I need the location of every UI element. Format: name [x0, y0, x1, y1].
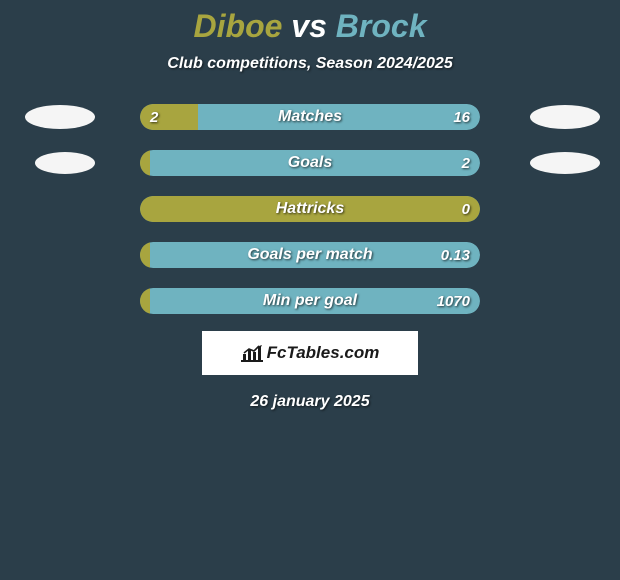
- oval-placeholder-right: [530, 152, 600, 174]
- date-text: 26 january 2025: [0, 393, 620, 411]
- stat-row: Min per goal1070: [0, 285, 620, 317]
- watermark-box: FcTables.com: [202, 331, 418, 375]
- stat-value-right: 2: [462, 147, 470, 179]
- stat-value-right: 16: [453, 101, 470, 133]
- stat-value-left: 2: [150, 101, 158, 133]
- stats-card: Diboe vs Brock Club competitions, Season…: [0, 0, 620, 411]
- bar-holder: Min per goal: [140, 288, 480, 314]
- subtitle: Club competitions, Season 2024/2025: [0, 55, 620, 73]
- comparison-chart: Matches216Goals2Hattricks0Goals per matc…: [0, 101, 620, 317]
- stat-value-right: 0: [462, 193, 470, 225]
- stat-label: Min per goal: [140, 288, 480, 314]
- bar-holder: Goals per match: [140, 242, 480, 268]
- bar-holder: Matches: [140, 104, 480, 130]
- stat-label: Matches: [140, 104, 480, 130]
- chart-icon: [241, 344, 263, 362]
- oval-placeholder-left: [35, 152, 95, 174]
- stat-row: Goals2: [0, 147, 620, 179]
- stat-value-right: 0.13: [441, 239, 470, 271]
- oval-placeholder-right: [530, 105, 600, 129]
- page-title: Diboe vs Brock: [0, 8, 620, 45]
- watermark-text: FcTables.com: [267, 343, 380, 363]
- bar-holder: Hattricks: [140, 196, 480, 222]
- bar-holder: Goals: [140, 150, 480, 176]
- stat-label: Hattricks: [140, 196, 480, 222]
- player-a-name: Diboe: [194, 8, 283, 44]
- stat-row: Matches2 16: [0, 101, 620, 133]
- player-b-name: Brock: [336, 8, 427, 44]
- vs-text: vs: [282, 8, 335, 44]
- oval-placeholder-left: [25, 105, 95, 129]
- watermark: FcTables.com: [241, 343, 380, 363]
- stat-row: Hattricks0: [0, 193, 620, 225]
- stat-value-right: 1070: [437, 285, 470, 317]
- stat-label: Goals: [140, 150, 480, 176]
- stat-label: Goals per match: [140, 242, 480, 268]
- stat-row: Goals per match0.13: [0, 239, 620, 271]
